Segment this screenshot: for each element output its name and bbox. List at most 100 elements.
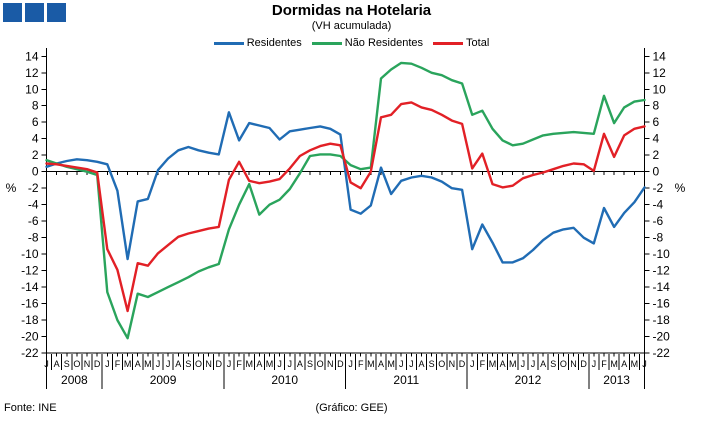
month-label: A xyxy=(500,359,506,369)
legend-label: Não Residentes xyxy=(344,37,424,49)
y-tick-label-left: 12 xyxy=(25,66,39,80)
y-tick-label-right: 14 xyxy=(653,49,667,63)
month-label: J xyxy=(227,359,232,369)
y-tick-label-left: 14 xyxy=(25,49,39,63)
y-tick-label-left: -2 xyxy=(28,181,39,195)
y-tick-label-left: 8 xyxy=(32,99,39,113)
chart-title: Dormidas na Hotelaria xyxy=(271,2,432,19)
logo-square-icon xyxy=(25,3,44,22)
month-label: A xyxy=(378,359,384,369)
month-label: J xyxy=(156,359,161,369)
y-axis-unit-left: % xyxy=(6,181,17,195)
series-line-nao-residentes xyxy=(45,61,646,340)
y-tick-label-right: -18 xyxy=(653,313,671,327)
month-label: M xyxy=(509,359,517,369)
logo-square-icon xyxy=(3,3,22,22)
month-label: N xyxy=(570,359,577,369)
month-label: O xyxy=(73,359,80,369)
month-label: F xyxy=(115,359,121,369)
y-tick-label-left: 4 xyxy=(32,132,39,146)
y-tick-label-right: -22 xyxy=(653,346,671,360)
line-swatch-icon xyxy=(311,41,342,45)
y-tick-label-left: 2 xyxy=(32,148,39,162)
month-label: M xyxy=(367,359,375,369)
y-tick-label-left: -14 xyxy=(21,280,39,294)
source-note: Fonte: INE xyxy=(4,402,57,414)
y-tick-label-right: -12 xyxy=(653,264,671,278)
year-label: 2013 xyxy=(603,373,630,387)
chart-subtitle: (VH acumulada) xyxy=(311,20,392,32)
legend-label: Residentes xyxy=(246,37,302,49)
y-tick-label-right: -14 xyxy=(653,280,671,294)
month-label: S xyxy=(185,359,191,369)
y-tick-label-left: -4 xyxy=(28,198,39,212)
month-label: M xyxy=(144,359,152,369)
y-tick-label-right: -2 xyxy=(653,181,664,195)
y-tick-label-left: -20 xyxy=(21,330,39,344)
year-label: 2009 xyxy=(150,373,177,387)
month-label: M xyxy=(631,359,639,369)
year-label: 2012 xyxy=(515,373,542,387)
month-label: S xyxy=(64,359,70,369)
y-tick-label-right: 10 xyxy=(653,82,667,96)
y-tick-label-left: -10 xyxy=(21,247,39,261)
month-label: J xyxy=(277,359,282,369)
y-tick-label-left: -6 xyxy=(28,214,39,228)
month-label: A xyxy=(621,359,627,369)
month-label: O xyxy=(317,359,324,369)
y-tick-label-left: 6 xyxy=(32,115,39,129)
month-label: N xyxy=(449,359,456,369)
month-label: O xyxy=(195,359,202,369)
y-tick-label-left: 0 xyxy=(32,165,39,179)
y-tick-label-right: -16 xyxy=(653,297,671,311)
y-tick-label-right: 0 xyxy=(653,165,660,179)
legend-item-total: Total xyxy=(433,37,489,49)
y-tick-label-right: -20 xyxy=(653,330,671,344)
legend-item-residentes: Residentes xyxy=(213,37,302,49)
month-label: J xyxy=(592,359,597,369)
gee-logo xyxy=(3,3,66,22)
month-label: J xyxy=(531,359,536,369)
month-label: A xyxy=(54,359,60,369)
y-tick-label-left: -8 xyxy=(28,231,39,245)
line-swatch-icon xyxy=(433,41,464,45)
month-label: D xyxy=(94,359,101,369)
month-label: A xyxy=(419,359,425,369)
month-label: J xyxy=(288,359,293,369)
y-tick-label-right: -8 xyxy=(653,231,664,245)
chart-header: Dormidas na Hotelaria (VH acumulada) xyxy=(0,2,703,32)
y-tick-label-right: 2 xyxy=(653,148,660,162)
line-swatch-icon xyxy=(213,41,244,45)
year-label: 2011 xyxy=(393,373,419,387)
month-label: J xyxy=(470,359,475,369)
month-label: N xyxy=(84,359,91,369)
month-label: D xyxy=(337,359,344,369)
y-tick-label-left: -12 xyxy=(21,264,39,278)
month-label: M xyxy=(124,359,132,369)
y-tick-label-left: -16 xyxy=(21,297,39,311)
legend-item-nao-residentes: Não Residentes xyxy=(311,37,424,49)
month-label: J xyxy=(521,359,526,369)
month-label: J xyxy=(399,359,404,369)
month-label: F xyxy=(236,359,242,369)
month-label: D xyxy=(459,359,466,369)
month-label: M xyxy=(387,359,395,369)
month-label: A xyxy=(297,359,303,369)
month-label: J xyxy=(409,359,414,369)
month-label: F xyxy=(358,359,364,369)
y-tick-label-right: -10 xyxy=(653,247,671,261)
y-tick-label-right: -6 xyxy=(653,214,664,228)
month-label: M xyxy=(489,359,497,369)
legend-label: Total xyxy=(466,37,490,49)
month-label: J xyxy=(105,359,110,369)
y-tick-label-left: -22 xyxy=(21,346,39,360)
series-line-total xyxy=(45,101,646,313)
y-tick-label-right: -4 xyxy=(653,198,664,212)
month-label: O xyxy=(438,359,445,369)
month-label: M xyxy=(266,359,274,369)
y-tick-label-right: 12 xyxy=(653,66,667,80)
chart-legend: Residentes Não Residentes Total xyxy=(0,37,703,49)
series-line-residentes xyxy=(45,111,646,264)
month-label: A xyxy=(540,359,546,369)
